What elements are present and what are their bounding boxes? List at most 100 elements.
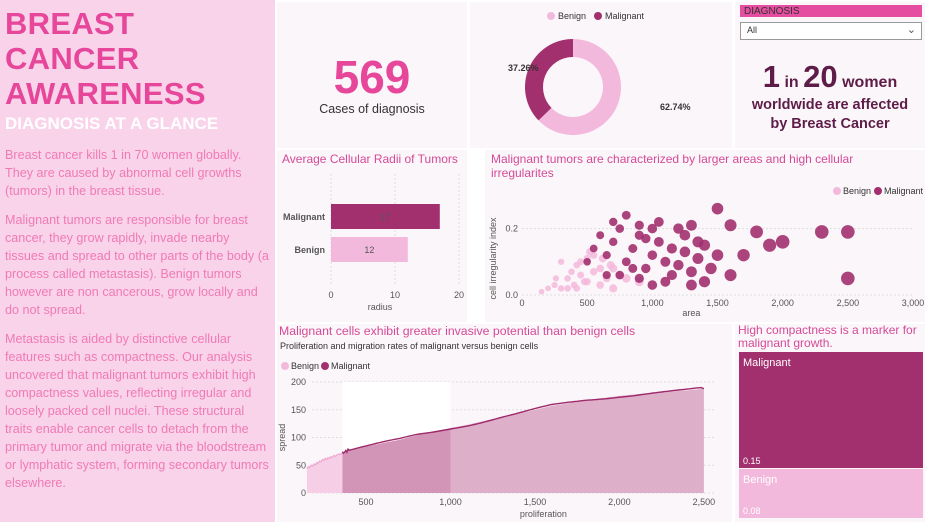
scatter-point-malignant[interactable] bbox=[647, 223, 658, 234]
area-yaxis-label: spread bbox=[277, 424, 287, 452]
scatter-point-malignant[interactable] bbox=[679, 246, 691, 258]
area-legend-malignant-swatch bbox=[321, 362, 329, 370]
invasive-area-chart[interactable]: Benign Malignant 0 50 100 150 200 500 1,000 1,500… bbox=[277, 354, 732, 522]
legend-malignant-swatch bbox=[594, 12, 602, 20]
scatter-point-benign[interactable] bbox=[568, 268, 575, 276]
scatter-point-benign[interactable] bbox=[552, 275, 559, 282]
scatter-point-benign[interactable] bbox=[557, 285, 565, 292]
page-subtitle: DIAGNOSIS AT A GLANCE bbox=[5, 114, 219, 133]
scatter-point-benign[interactable] bbox=[606, 261, 615, 270]
scatter-point-malignant[interactable] bbox=[750, 225, 763, 239]
scatter-point-benign[interactable] bbox=[564, 285, 571, 292]
scatter-point-malignant[interactable] bbox=[737, 248, 750, 262]
radius-bar-chart[interactable]: 0 10 20 radius Malignant 17 Benign 12 bbox=[277, 170, 467, 320]
area-malignant-high[interactable] bbox=[450, 388, 704, 493]
area-scatter-card[interactable]: Malignant tumors are characterized by la… bbox=[485, 150, 925, 322]
scatter-point-malignant[interactable] bbox=[763, 238, 777, 252]
scatter-point-malignant[interactable] bbox=[660, 276, 671, 287]
scatter-point-benign[interactable] bbox=[580, 278, 589, 286]
scatter-point-benign[interactable] bbox=[551, 281, 558, 289]
scatter-point-benign[interactable] bbox=[596, 264, 604, 273]
area-malignant-low[interactable] bbox=[342, 428, 451, 493]
scatter-point-malignant[interactable] bbox=[641, 263, 651, 274]
scatter-point-benign[interactable] bbox=[573, 284, 581, 292]
scatter-point-malignant[interactable] bbox=[609, 237, 618, 247]
scatter-point-benign[interactable] bbox=[596, 281, 604, 289]
scatter-point-malignant[interactable] bbox=[647, 250, 658, 260]
scatter-point-malignant[interactable] bbox=[814, 225, 829, 239]
bar-malignant[interactable] bbox=[331, 204, 440, 229]
scatter-point-malignant[interactable] bbox=[621, 210, 631, 220]
scatter-point-malignant[interactable] bbox=[666, 269, 677, 281]
scatter-point-malignant[interactable] bbox=[724, 269, 737, 282]
kpi-card[interactable]: 569 Cases of diagnosis bbox=[277, 2, 467, 148]
scatter-point-benign[interactable] bbox=[621, 274, 631, 283]
donut-card[interactable]: Benign Malignant 37.26% 62.74% bbox=[470, 2, 732, 148]
donut-slice-benign[interactable] bbox=[538, 39, 621, 136]
scatter-point-malignant[interactable] bbox=[711, 249, 724, 261]
scatter-point-malignant[interactable] bbox=[653, 217, 664, 227]
info-panel: BREAST CANCER AWARENESS DIAGNOSIS AT A G… bbox=[0, 0, 275, 522]
treemap-benign[interactable]: Benign 0.08 bbox=[739, 469, 923, 518]
scatter-point-malignant[interactable] bbox=[724, 219, 737, 232]
scatter-point-malignant[interactable] bbox=[692, 252, 704, 264]
scatter-point-benign[interactable] bbox=[609, 284, 618, 293]
scatter-point-malignant[interactable] bbox=[686, 279, 697, 291]
scatter-point-malignant[interactable] bbox=[686, 266, 697, 278]
scatter-point-benign[interactable] bbox=[589, 268, 598, 276]
scatter-point-malignant[interactable] bbox=[609, 217, 618, 227]
stat-line2: worldwide are affected bbox=[751, 97, 909, 113]
scatter-point-malignant[interactable] bbox=[841, 225, 855, 239]
bar-benign[interactable] bbox=[331, 237, 408, 262]
scatter-point-benign[interactable] bbox=[577, 271, 585, 279]
donut-chart[interactable]: Benign Malignant 37.26% 62.74% bbox=[470, 2, 732, 148]
scatter-point-malignant[interactable] bbox=[583, 257, 591, 266]
scatter-point-malignant[interactable] bbox=[692, 236, 704, 248]
scatter-point-benign[interactable] bbox=[577, 258, 585, 266]
scatter-point-benign[interactable] bbox=[538, 288, 545, 295]
scatter-point-malignant[interactable] bbox=[653, 236, 664, 247]
chevron-down-icon[interactable]: ⌄ bbox=[906, 24, 916, 36]
area-ytick-label: 50 bbox=[296, 460, 306, 470]
scatter-point-malignant[interactable] bbox=[602, 270, 611, 280]
scatter-point-malignant[interactable] bbox=[628, 263, 638, 273]
treemap-benign-label: Benign bbox=[743, 474, 778, 486]
invasive-area-card[interactable]: Malignant cells exhibit greater invasive… bbox=[277, 324, 732, 522]
scatter-point-malignant[interactable] bbox=[711, 202, 724, 215]
diagnosis-slicer-label: DIAGNOSIS bbox=[740, 5, 922, 17]
treemap-malignant[interactable]: Malignant 0.15 bbox=[739, 352, 923, 468]
diagnosis-slicer-dropdown[interactable]: All ⌄ bbox=[740, 22, 922, 40]
scatter-point-malignant[interactable] bbox=[596, 231, 605, 240]
scatter-point-malignant[interactable] bbox=[673, 259, 684, 271]
area-benign[interactable] bbox=[306, 453, 343, 493]
scatter-point-malignant[interactable] bbox=[705, 262, 717, 275]
scatter-point-malignant[interactable] bbox=[615, 224, 625, 233]
scatter-point-malignant[interactable] bbox=[621, 257, 631, 267]
scatter-point-benign[interactable] bbox=[564, 275, 571, 282]
scatter-point-malignant[interactable] bbox=[698, 276, 711, 288]
scatter-point-malignant[interactable] bbox=[615, 270, 625, 280]
scatter-point-malignant[interactable] bbox=[634, 220, 644, 230]
scatter-point-malignant[interactable] bbox=[660, 256, 671, 267]
scatter-point-malignant[interactable] bbox=[666, 243, 677, 254]
radius-bar-card[interactable]: Average Cellular Radii of Tumors 0 10 20 ra… bbox=[277, 150, 467, 322]
scatter-point-malignant[interactable] bbox=[628, 244, 638, 253]
scatter-point-malignant[interactable] bbox=[841, 271, 855, 286]
area-ytick-label: 0 bbox=[301, 488, 306, 498]
scatter-point-malignant[interactable] bbox=[686, 219, 697, 231]
scatter-point-malignant[interactable] bbox=[679, 229, 691, 241]
scatter-point-malignant[interactable] bbox=[589, 244, 598, 253]
scatter-point-benign[interactable] bbox=[557, 258, 565, 265]
scatter-point-malignant[interactable] bbox=[673, 223, 684, 234]
area-ytick-label: 200 bbox=[291, 377, 306, 387]
scatter-point-malignant[interactable] bbox=[775, 235, 790, 249]
scatter-point-malignant[interactable] bbox=[641, 233, 651, 244]
area-scatter-chart[interactable]: Benign Malignant 0.0 0.2 0 500 1,000 1,500 2,000… bbox=[485, 180, 925, 322]
donut-slices[interactable] bbox=[525, 39, 621, 136]
scatter-point-malignant[interactable] bbox=[634, 273, 644, 283]
compactness-card[interactable]: High compactness is a marker for maligna… bbox=[735, 324, 925, 522]
donut-slice-malignant[interactable] bbox=[525, 39, 573, 121]
scatter-point-benign[interactable] bbox=[545, 285, 551, 292]
scatter-point-malignant[interactable] bbox=[647, 280, 658, 290]
scatter-point-malignant[interactable] bbox=[602, 251, 611, 260]
